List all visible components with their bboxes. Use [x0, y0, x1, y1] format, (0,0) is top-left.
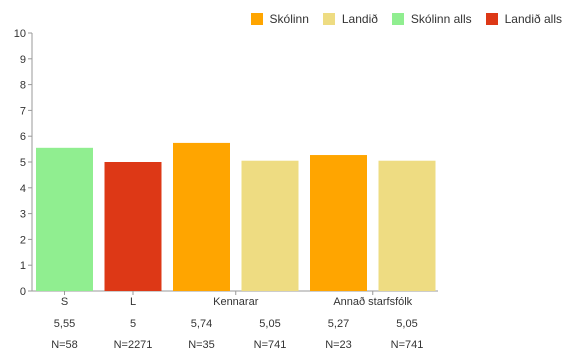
y-tick-label: 6 [20, 131, 26, 143]
legend-item-skolinn[interactable]: Skólinn [250, 12, 309, 26]
bar-value-label: 5,55 [54, 318, 75, 330]
legend-item-skolinn-alls[interactable]: Skólinn alls [391, 12, 472, 26]
y-tick-label: 4 [20, 183, 26, 195]
bar-n-label: N=741 [254, 339, 287, 349]
bar-n-label: N=23 [325, 339, 352, 349]
bar[interactable] [378, 160, 436, 291]
y-tick-label: 10 [14, 28, 26, 40]
bar[interactable] [173, 142, 230, 291]
bar-n-label: N=2271 [114, 339, 153, 349]
y-tick-label: 8 [20, 80, 26, 92]
legend-label-skolinn: Skólinn [269, 12, 309, 26]
x-category-label: Kennarar [213, 296, 259, 308]
legend-item-landid-alls[interactable]: Landið alls [485, 12, 562, 26]
legend-swatch-skolinn-alls [391, 13, 404, 25]
chart-legend: Skólinn Landið Skólinn alls Landið alls [237, 12, 562, 26]
bar-value-label: 5,05 [259, 318, 280, 330]
x-category-label: L [130, 296, 136, 308]
x-category-label: S [61, 296, 68, 308]
y-tick-label: 1 [20, 260, 26, 272]
legend-label-skolinn-alls: Skólinn alls [410, 12, 472, 26]
y-tick-label: 3 [20, 209, 26, 221]
bar[interactable] [310, 155, 367, 291]
bar-value-label: 5 [130, 318, 136, 330]
y-tick-label: 0 [20, 286, 26, 298]
bar-value-label: 5,27 [328, 318, 349, 330]
x-category-label: Annað starfsfólk [333, 296, 412, 308]
bar-n-label: N=741 [391, 339, 424, 349]
bar[interactable] [241, 160, 299, 291]
bar[interactable] [104, 162, 162, 291]
bar-value-label: 5,05 [396, 318, 417, 330]
legend-label-landid: Landið [341, 12, 378, 26]
bar-n-label: N=58 [51, 339, 78, 349]
legend-swatch-landid-alls [485, 13, 498, 25]
bar[interactable] [36, 147, 93, 291]
y-tick-label: 5 [20, 157, 26, 169]
legend-swatch-skolinn [250, 13, 263, 25]
legend-label-landid-alls: Landið alls [504, 12, 562, 26]
bar-n-label: N=35 [188, 339, 215, 349]
y-tick-label: 2 [20, 234, 26, 246]
y-tick-label: 7 [20, 105, 26, 117]
legend-swatch-landid [322, 13, 335, 25]
y-tick-label: 9 [20, 54, 26, 66]
legend-item-landid[interactable]: Landið [322, 12, 378, 26]
bar-value-label: 5,74 [191, 318, 212, 330]
